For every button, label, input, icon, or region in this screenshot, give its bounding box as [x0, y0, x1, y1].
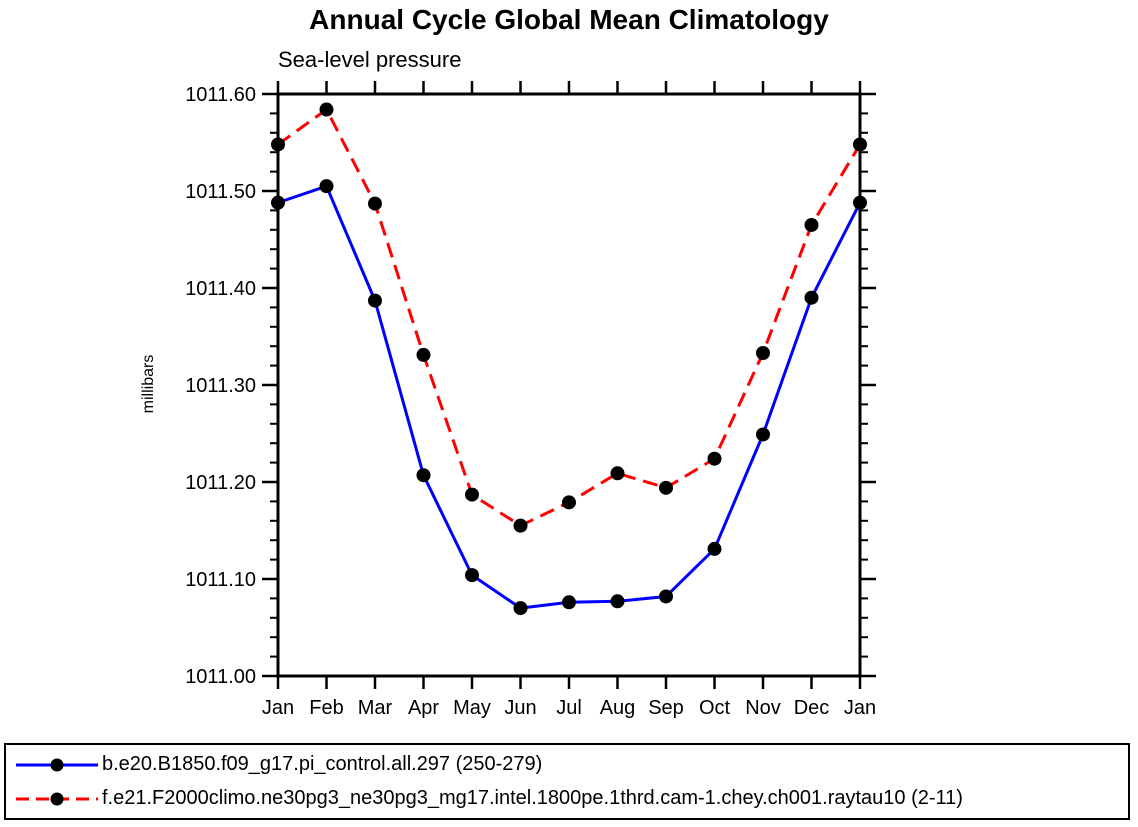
data-point: [853, 195, 867, 210]
data-point: [853, 137, 867, 152]
x-axis-tick-label: Dec: [794, 697, 830, 719]
annual-cycle-line-chart: Jan Feb Mar Apr May Jun Jul Aug Sep Oct Nov Dec Jan 1…: [185, 81, 876, 719]
legend-line-sample-red: [16, 792, 98, 805]
data-point: [416, 468, 431, 483]
x-axis-tick-label: Jan: [262, 697, 294, 719]
plot-area: [276, 92, 862, 678]
x-axis-tick-label: May: [453, 697, 491, 719]
legend-marker-dot: [50, 792, 64, 805]
data-point: [368, 293, 382, 308]
x-axis-tick-label: Oct: [699, 697, 731, 719]
data-point: [610, 466, 625, 481]
y-axis-tick-label: 1011.40: [185, 278, 256, 300]
x-axis-tick-label: Feb: [309, 697, 343, 719]
chart-subtitle: Sea-level pressure: [278, 47, 462, 72]
data-point: [271, 137, 285, 152]
data-point: [271, 195, 285, 210]
series-line: [277, 108, 862, 528]
data-point: [319, 102, 334, 117]
x-axis-tick-label: Sep: [648, 697, 684, 719]
y-axis-tick-label: 1011.50: [185, 181, 256, 203]
data-point: [756, 427, 770, 442]
x-axis-tick-label: Nov: [745, 697, 781, 719]
legend-label-series2: f.e21.F2000climo.ne30pg3_ne30pg3_mg17.in…: [102, 787, 963, 809]
legend: b.e20.B1850.f09_g17.pi_control.all.297 (…: [4, 743, 1130, 820]
data-point: [707, 541, 722, 556]
data-point: [513, 601, 528, 616]
data-point: [707, 451, 722, 466]
y-axis-tick-label: 1011.30: [185, 375, 256, 397]
data-point: [659, 589, 673, 604]
x-axis-tick-label: Mar: [358, 697, 393, 719]
data-point: [465, 487, 479, 502]
legend-marker-dot: [50, 758, 64, 771]
data-point: [659, 480, 673, 495]
x-axis-tick-label: Jul: [556, 697, 582, 719]
data-point: [610, 594, 625, 609]
legend-row-series2: f.e21.F2000climo.ne30pg3_ne30pg3_mg17.in…: [12, 784, 1128, 814]
y-axis-tick-label: 1011.10: [185, 569, 256, 591]
series-line: [277, 184, 862, 610]
data-point: [562, 595, 576, 610]
data-point: [804, 217, 819, 232]
legend-label-series1: b.e20.B1850.f09_g17.pi_control.all.297 (…: [102, 753, 543, 775]
data-point: [319, 179, 334, 194]
data-point: [562, 495, 576, 510]
data-point: [465, 568, 479, 583]
y-axis-tick-label: 1011.60: [185, 84, 256, 106]
y-axis-tick-label: 1011.00: [185, 666, 256, 688]
chart-title: Annual Cycle Global Mean Climatology: [309, 4, 829, 35]
legend-row-series1: b.e20.B1850.f09_g17.pi_control.all.297 (…: [12, 750, 1128, 780]
y-axis-tick-label: 1011.20: [185, 472, 256, 494]
x-axis-tick-label: Jan: [844, 697, 876, 719]
x-axis-tick-label: Apr: [408, 697, 439, 719]
x-axis-tick-label: Aug: [600, 697, 636, 719]
data-point: [368, 196, 382, 211]
x-axis-tick-label: Jun: [504, 697, 536, 719]
data-point: [416, 347, 431, 362]
data-point: [804, 290, 819, 305]
data-point: [756, 345, 770, 360]
data-point: [513, 518, 528, 533]
legend-line-sample-blue: [16, 758, 98, 771]
